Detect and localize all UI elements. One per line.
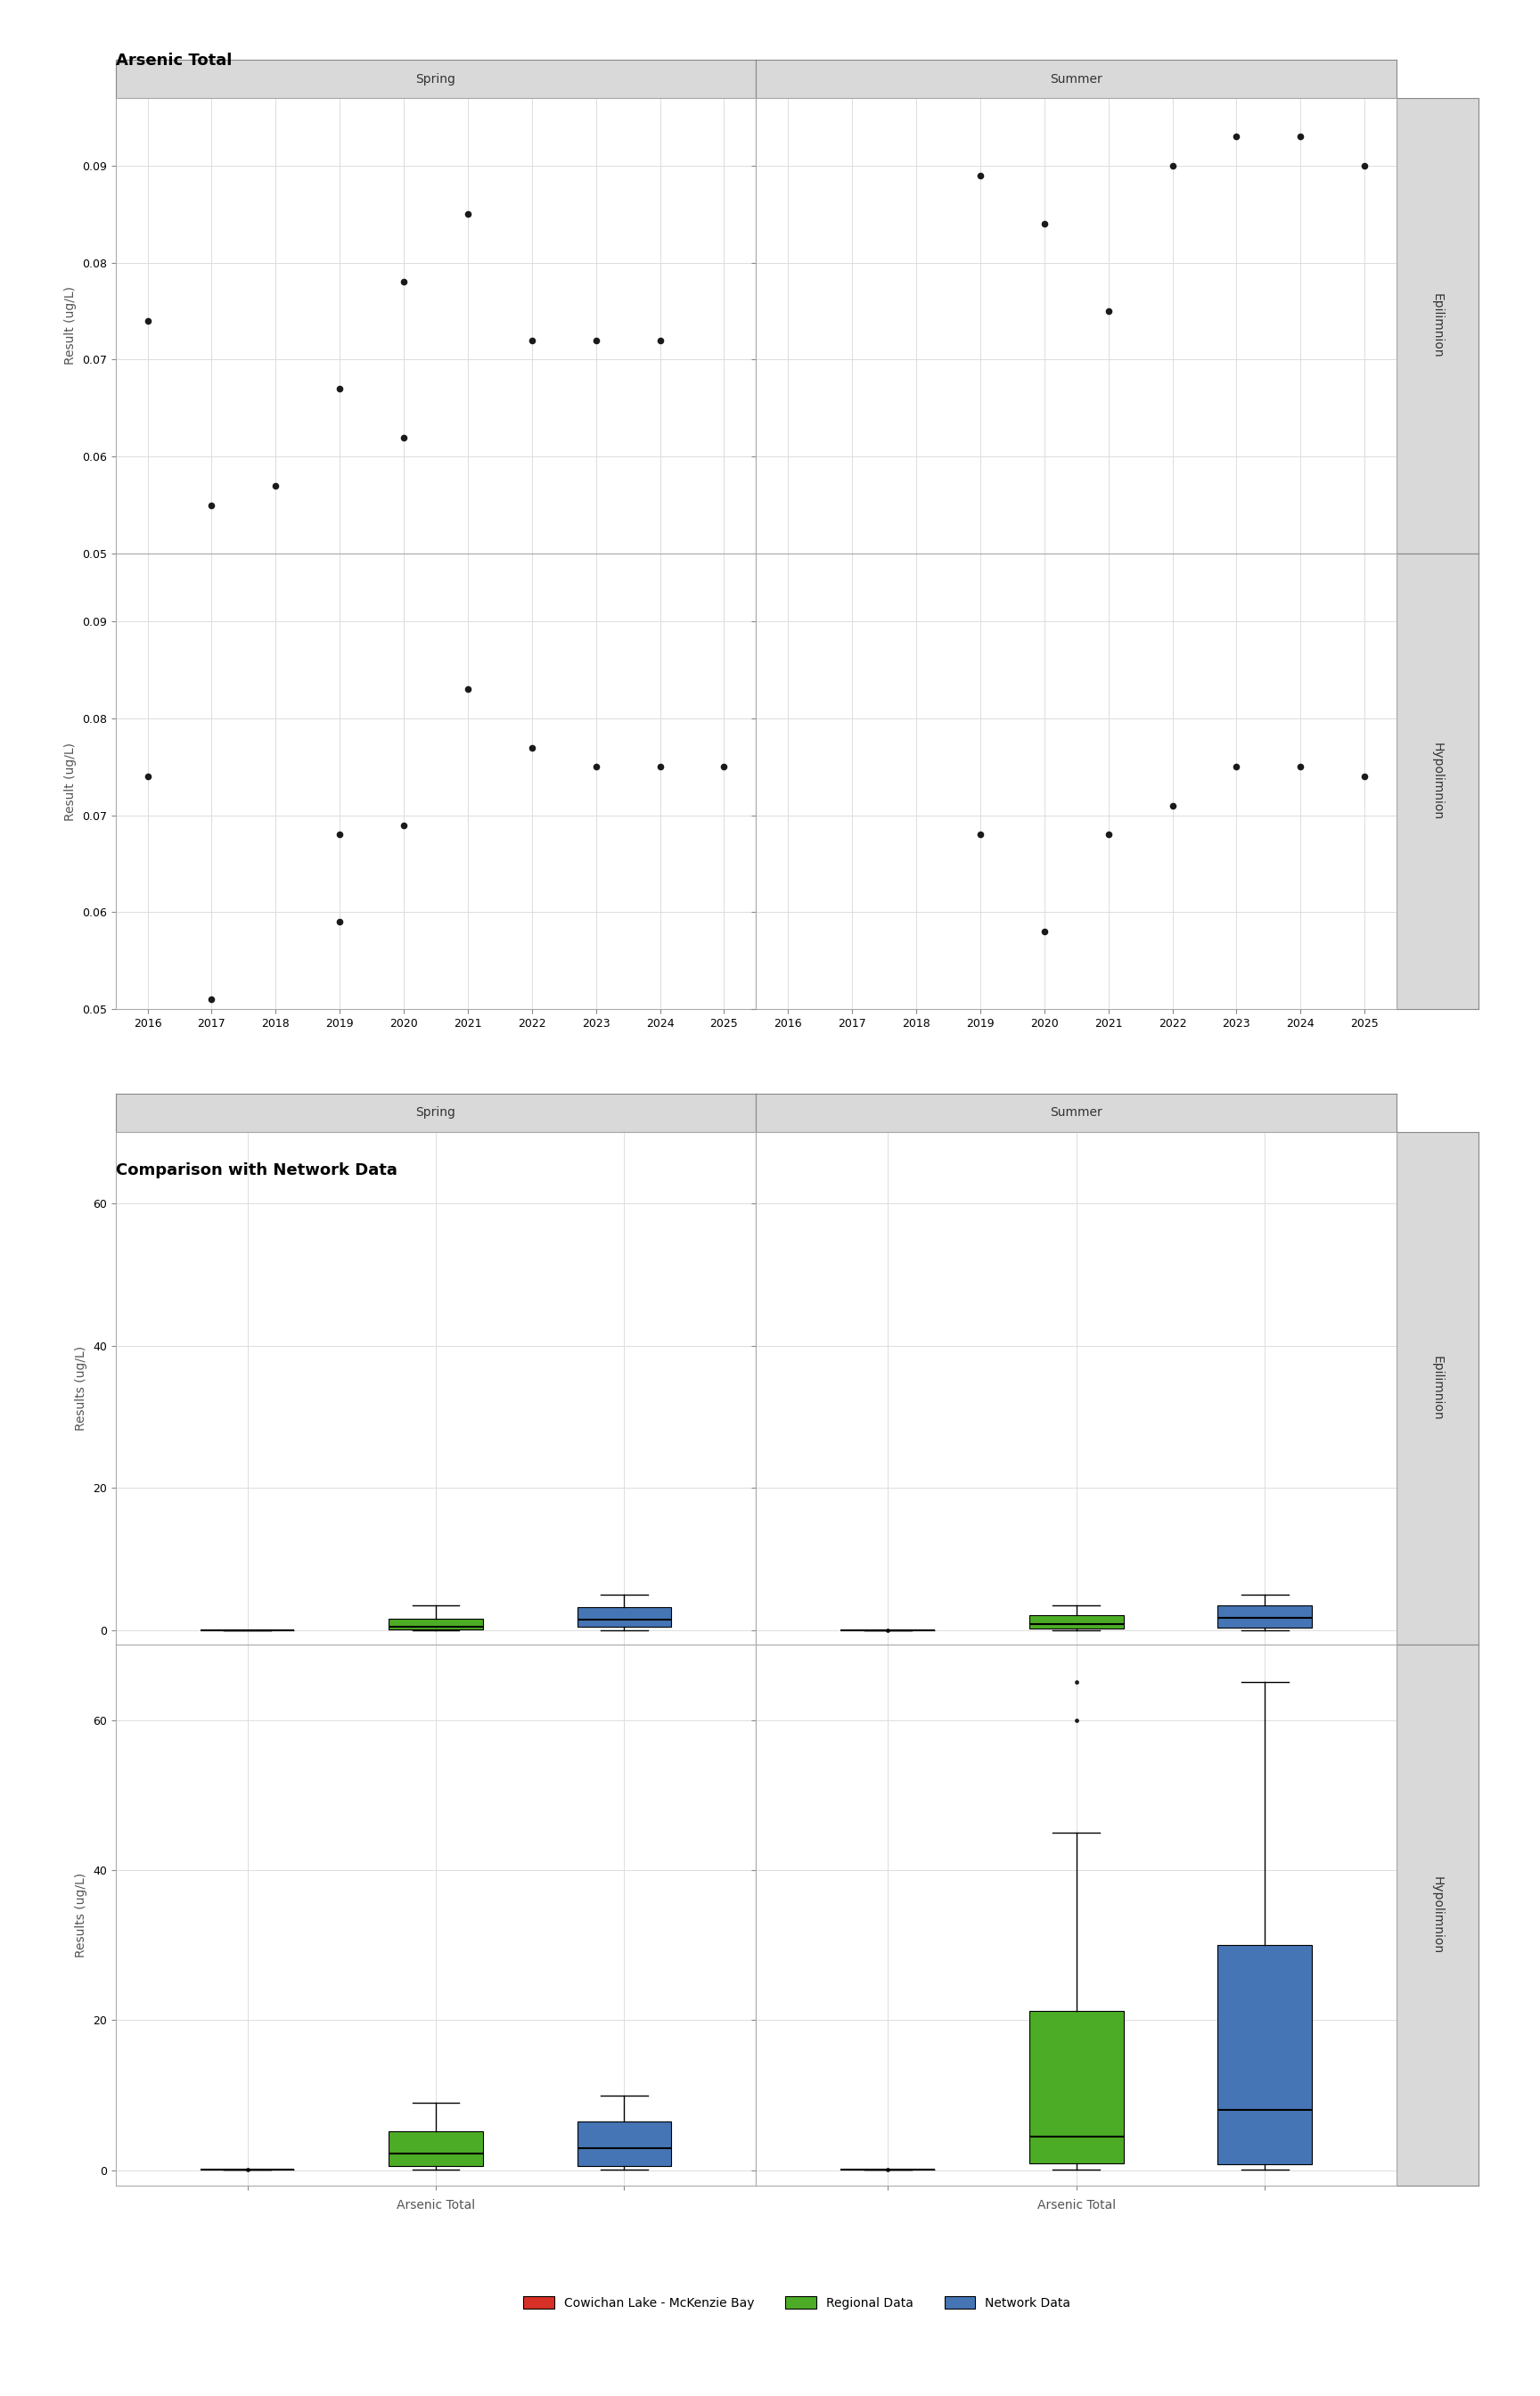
Y-axis label: Result (ug/L): Result (ug/L) (65, 743, 77, 822)
X-axis label: Arsenic Total: Arsenic Total (1036, 2200, 1115, 2212)
Point (199, 980, 223, 1018)
Legend: Cowichan Lake - McKenzie Bay, Regional Data, Network Data: Cowichan Lake - McKenzie Bay, Regional D… (519, 2291, 1075, 2315)
Point (328, 815, 353, 853)
Text: Spring: Spring (416, 1107, 456, 1119)
Point (969, 815, 993, 853)
Text: Arsenic Total: Arsenic Total (116, 53, 231, 69)
Point (1032, 204, 1056, 242)
Point (1224, 748, 1249, 786)
Point (391, 417, 416, 455)
Point (1352, 146, 1377, 184)
Point (391, 805, 416, 843)
Point (584, 748, 608, 786)
PathPatch shape (578, 1608, 671, 1627)
Point (648, 321, 673, 359)
Point (456, 194, 480, 232)
Point (328, 369, 353, 407)
Point (1352, 757, 1377, 795)
Text: Epilimnion: Epilimnion (1431, 1356, 1445, 1421)
Text: Summer: Summer (1050, 72, 1103, 86)
Text: Hypolimnion: Hypolimnion (1431, 1876, 1445, 1955)
Point (391, 264, 416, 302)
Text: Summer: Summer (1050, 1107, 1103, 1119)
Point (1096, 815, 1121, 853)
Point (711, 748, 736, 786)
Point (519, 728, 544, 767)
Text: Hypolimnion: Hypolimnion (1431, 743, 1445, 819)
Point (1096, 292, 1121, 331)
Point (1160, 786, 1184, 824)
PathPatch shape (1218, 1605, 1312, 1627)
PathPatch shape (388, 2130, 484, 2166)
Y-axis label: Result (ug/L): Result (ug/L) (65, 288, 77, 364)
Point (584, 321, 608, 359)
Y-axis label: Results (ug/L): Results (ug/L) (75, 1347, 88, 1430)
Point (1289, 117, 1314, 156)
Point (1289, 748, 1314, 786)
Point (648, 748, 673, 786)
Text: Spring: Spring (416, 72, 456, 86)
Text: Epilimnion: Epilimnion (1431, 292, 1445, 357)
Point (1224, 117, 1249, 156)
Point (136, 302, 160, 340)
Point (1032, 913, 1056, 951)
Point (263, 467, 288, 506)
Point (969, 156, 993, 194)
Point (1160, 146, 1184, 184)
Text: Comparison with Network Data: Comparison with Network Data (116, 1162, 397, 1179)
PathPatch shape (1218, 1946, 1312, 2164)
X-axis label: Arsenic Total: Arsenic Total (396, 2200, 474, 2212)
Y-axis label: Results (ug/L): Results (ug/L) (75, 1874, 88, 1958)
Point (199, 486, 223, 525)
PathPatch shape (1029, 2010, 1124, 2164)
Point (456, 671, 480, 709)
Point (136, 757, 160, 795)
Point (328, 903, 353, 942)
Point (519, 321, 544, 359)
PathPatch shape (578, 2120, 671, 2166)
PathPatch shape (388, 1620, 484, 1629)
PathPatch shape (1029, 1615, 1124, 1629)
